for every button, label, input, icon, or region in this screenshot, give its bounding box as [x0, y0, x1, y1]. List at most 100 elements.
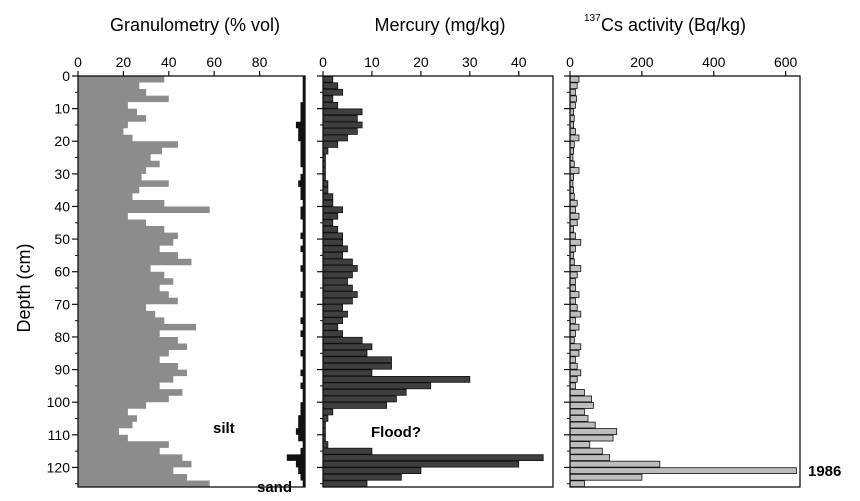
cesium-bar	[569, 388, 585, 396]
cesium-bar	[569, 362, 578, 370]
cesium-bar	[569, 460, 661, 468]
granulometry-x-tick-label: 80	[252, 54, 268, 70]
cesium-bar	[569, 232, 576, 240]
mercury-bar	[322, 330, 344, 338]
mercury-bar	[322, 284, 353, 292]
cesium-frame	[569, 75, 801, 488]
mercury-bar	[322, 115, 358, 122]
mercury-bar	[322, 304, 344, 311]
depth-tick-label: 10	[54, 101, 70, 117]
mercury-bar	[322, 317, 344, 325]
cesium-bar	[569, 134, 580, 142]
mercury-x-tick-label: 30	[462, 54, 478, 70]
mercury-bar	[322, 82, 339, 90]
mercury-bar	[322, 141, 339, 148]
mercury-bar	[322, 134, 348, 142]
cesium-bar	[569, 402, 594, 409]
cesium-bar	[569, 428, 618, 435]
mercury-bar	[322, 349, 368, 357]
cesium-bar	[569, 265, 582, 272]
cesium-bar	[569, 219, 578, 227]
depth-tick-label: 40	[54, 198, 70, 214]
mercury-bar	[322, 180, 329, 187]
mercury-bar	[322, 121, 363, 129]
depth-tick-label: 100	[47, 394, 71, 410]
cesium-bar	[569, 349, 580, 357]
cesium-bar	[569, 206, 576, 214]
granulometry-x-tick-label: 60	[206, 54, 222, 70]
mercury-x-tick-label: 0	[319, 54, 327, 70]
cesium-bar	[569, 212, 580, 220]
mercury-bar	[322, 408, 334, 416]
mercury-frame	[322, 75, 554, 488]
year-1986-annotation: 1986	[808, 463, 841, 480]
depth-tick-label: 30	[54, 166, 70, 182]
cesium-bar	[569, 278, 576, 285]
cesium-bar	[569, 291, 580, 298]
depth-tick-label: 90	[54, 362, 70, 378]
cesium-bar	[569, 82, 578, 90]
depth-tick-label: 0	[62, 68, 70, 84]
mercury-bar	[322, 388, 407, 396]
cesium-bar	[569, 297, 576, 305]
depth-tick-label: 70	[54, 296, 70, 312]
mercury-bar	[322, 473, 402, 481]
mercury-x-tick-label: 40	[511, 54, 527, 70]
mercury-bar	[322, 343, 373, 351]
cesium-bar	[569, 395, 593, 403]
mercury-bar	[322, 382, 432, 390]
cesium-bar	[569, 95, 577, 103]
cesium-bar	[569, 441, 591, 448]
cesium-bar	[569, 447, 603, 455]
depth-tick-label: 60	[54, 264, 70, 280]
cesium-x-tick-label: 600	[774, 54, 798, 70]
mercury-bar	[322, 291, 358, 298]
mercury-bar	[322, 460, 520, 468]
cesium-bar	[569, 102, 576, 109]
cesium-bar	[569, 167, 580, 174]
mercury-title: Mercury (mg/kg)	[374, 15, 505, 35]
mercury-bar	[322, 402, 387, 409]
cesium-bar	[569, 304, 578, 311]
mercury-bar	[322, 199, 334, 207]
mercury-bar	[322, 447, 373, 455]
depth-tick-label: 80	[54, 329, 70, 345]
cesium-bar	[569, 434, 614, 442]
granulometry-x-tick-label: 20	[116, 54, 132, 70]
cesium-bar	[569, 310, 582, 318]
cesium-bar	[569, 467, 797, 475]
cesium-bar	[569, 284, 576, 292]
mercury-bar	[322, 245, 348, 253]
cesium-bar	[569, 356, 576, 364]
cesium-bar	[569, 369, 582, 377]
mercury-bar	[322, 265, 358, 272]
mercury-bar	[322, 193, 334, 200]
mercury-bar	[322, 75, 334, 83]
mercury-bar	[322, 362, 392, 370]
granulometry-title: Granulometry (% vol)	[110, 15, 280, 35]
silt-annotation: silt	[213, 420, 235, 437]
depth-tick-label: 50	[54, 231, 70, 247]
mercury-bar	[322, 212, 339, 220]
mercury-bar	[322, 238, 344, 246]
cesium-bar	[569, 238, 582, 246]
cesium-bar	[569, 454, 610, 462]
cesium-bar	[569, 88, 576, 96]
mercury-bar	[322, 454, 544, 462]
cesium-bar	[569, 330, 576, 338]
mercury-bar	[322, 310, 348, 318]
mercury-bar	[322, 375, 471, 383]
mercury-bar	[322, 251, 344, 259]
mercury-bar	[322, 356, 392, 364]
mercury-bar	[322, 219, 334, 227]
cesium-bar	[569, 323, 580, 331]
depth-tick-label: 20	[54, 133, 70, 149]
mercury-bar	[322, 95, 334, 103]
cesium-x-tick-label: 400	[702, 54, 726, 70]
mercury-bar	[322, 88, 344, 96]
granulometry-x-tick-label: 0	[74, 54, 82, 70]
mercury-bar	[322, 258, 353, 266]
mercury-bar	[322, 395, 397, 403]
cesium-bar	[569, 473, 643, 481]
